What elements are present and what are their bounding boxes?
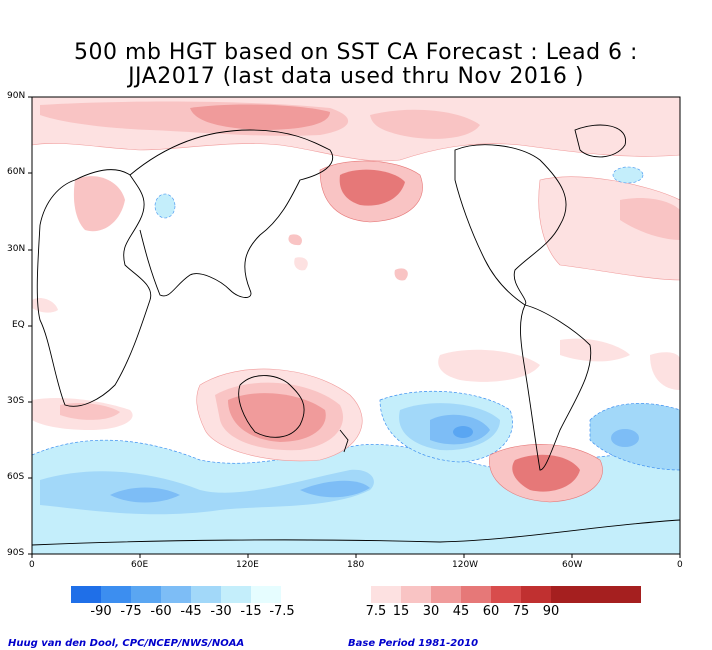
colorbar-swatch	[521, 586, 551, 603]
colorbar-label: 45	[452, 604, 470, 619]
lon-label: 120W	[452, 560, 479, 570]
colorbar-label: -30	[210, 604, 232, 619]
axis-ticks	[28, 96, 681, 558]
map-title-line-1: 500 mb HGT based on SST CA Forecast : Le…	[74, 40, 638, 65]
credit-base-period: Base Period 1981-2010	[348, 638, 479, 649]
lat-label: 60N	[7, 167, 26, 177]
colorbar-swatch	[491, 586, 521, 603]
lon-label: 0	[677, 560, 683, 570]
colorbar-label: -7.5	[269, 604, 295, 619]
lat-label: 30N	[7, 244, 26, 254]
colorbar-label: -45	[180, 604, 202, 619]
colorbar-swatch	[461, 586, 491, 603]
credit-author: Huug van den Dool, CPC/NCEP/NWS/NOAA	[8, 638, 245, 649]
colorbar-swatch	[551, 586, 641, 603]
anomaly-field	[32, 97, 680, 554]
colorbar-label: 90	[542, 604, 560, 619]
colorbar-label: 15	[392, 604, 410, 619]
colorbar-swatch	[251, 586, 281, 603]
lon-label: 0	[29, 560, 35, 570]
lon-label: 120E	[236, 560, 259, 570]
colorbar-label: 60	[482, 604, 500, 619]
colorbar-label: 75	[512, 604, 530, 619]
lat-label: EQ	[12, 320, 25, 330]
colorbar-swatch	[371, 586, 401, 603]
colorbar-swatch	[101, 586, 131, 603]
colorbar-label: -60	[150, 604, 172, 619]
colorbar-label: -75	[120, 604, 142, 619]
colorbar-swatch	[431, 586, 461, 603]
colorbar-label: 7.5	[365, 604, 387, 619]
colorbar-label: 30	[422, 604, 440, 619]
colorbar-label: -15	[240, 604, 262, 619]
coastlines	[32, 124, 680, 546]
colorbar-swatch	[221, 586, 251, 603]
lat-label: 90N	[7, 91, 26, 101]
lat-label: 90S	[7, 548, 25, 558]
lon-label: 60E	[131, 560, 149, 570]
colorbar-swatch	[131, 586, 161, 603]
lon-label: 60W	[562, 560, 583, 570]
map-title-line-2: JJA2017 (last data used thru Nov 2016 )	[128, 64, 584, 89]
colorbar-label: -90	[90, 604, 112, 619]
colorbar	[71, 586, 641, 603]
lat-label: 60S	[7, 472, 25, 482]
colorbar-swatch	[401, 586, 431, 603]
colorbar-swatch	[71, 586, 101, 603]
colorbar-swatch	[281, 586, 371, 603]
lat-label: 30S	[7, 396, 25, 406]
colorbar-swatch	[161, 586, 191, 603]
colorbar-swatch	[191, 586, 221, 603]
lon-label: 180	[347, 560, 365, 570]
